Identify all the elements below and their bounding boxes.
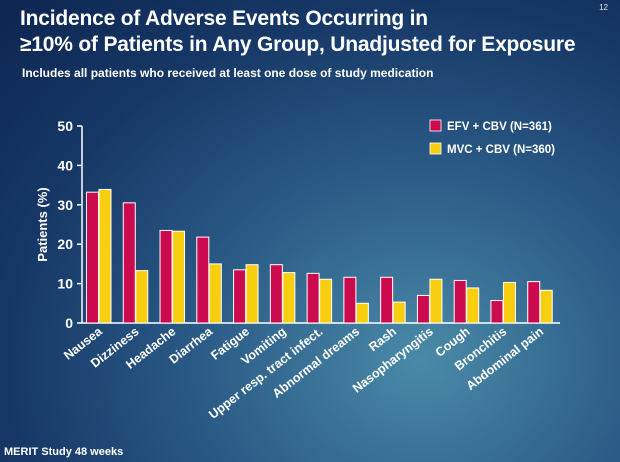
bar-efv [527,281,541,324]
legend-swatch-efv [429,119,442,132]
bar-mvc [98,188,112,324]
bar-mvc [319,278,333,324]
bar-mvc [539,289,553,324]
legend-label-efv: EFV + CBV (N=361) [447,121,552,133]
slide-title: Incidence of Adverse Events Occurring in… [20,7,576,56]
bar-mvc [135,270,149,324]
y-tick-label: 50 [57,118,73,134]
y-tick-label: 40 [57,157,73,173]
bar-mvc [282,272,296,324]
footer-note: MERIT Study 48 weeks [4,446,124,458]
y-tick-label: 20 [57,236,73,252]
bar-mvc [502,281,516,324]
slide-subtitle: Includes all patients who received at le… [22,66,434,80]
bar-efv [159,229,173,324]
bar-efv [343,276,357,324]
y-tick-label: 30 [57,197,73,213]
bar-efv [86,191,99,324]
bar-efv [269,264,283,324]
bar-efv [416,294,430,324]
bar-efv [196,236,210,324]
bar-efv [490,300,504,324]
y-axis-title: Patients (%) [35,187,50,261]
bar-mvc [355,302,369,324]
bar-efv [122,202,136,324]
bar-efv [233,269,247,324]
bar-mvc [429,278,443,324]
bar-mvc [392,301,406,324]
legend-swatch-mvc [429,142,442,155]
bar-mvc [466,287,480,324]
y-tick-label: 10 [57,276,73,292]
legend-label-mvc: MVC + CBV (N=360) [447,144,555,156]
bar-efv [453,279,467,324]
slide-number: 12 [599,3,608,12]
y-tick-label: 0 [65,315,73,331]
bar-efv [380,276,394,324]
bar-efv [306,272,320,324]
bar-mvc [172,230,186,324]
bar-mvc [245,264,259,324]
bar-mvc [208,263,222,324]
